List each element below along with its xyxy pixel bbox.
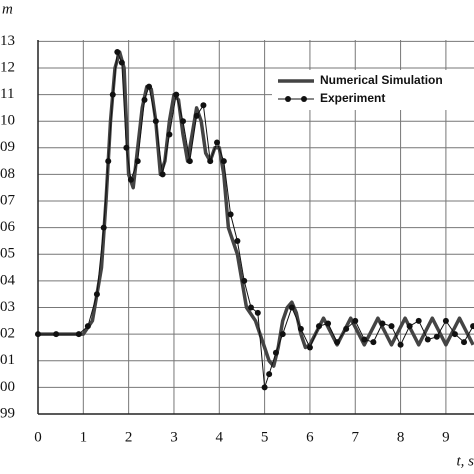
experiment-point <box>141 96 148 103</box>
experiment-point <box>261 384 268 391</box>
experiment-point <box>180 118 187 125</box>
experiment-point <box>214 139 221 146</box>
legend-label: Numerical Simulation <box>320 73 443 87</box>
y-tick-label: 00 <box>0 379 15 395</box>
experiment-point <box>220 158 227 165</box>
experiment-point <box>388 323 395 330</box>
experiment-point <box>227 211 234 218</box>
y-tick-label: 12 <box>0 59 15 75</box>
y-tick-label: 11 <box>0 86 14 102</box>
experiment-point <box>406 323 413 330</box>
y-tick-label: 03 <box>0 299 15 315</box>
y-tick-label: 04 <box>0 272 16 288</box>
y-tick-label: 99 <box>0 405 15 421</box>
y-axis-label: m <box>2 1 13 17</box>
experiment-point <box>35 331 41 338</box>
legend-swatch <box>301 96 307 102</box>
experiment-point <box>272 349 279 356</box>
experiment-point <box>306 344 313 351</box>
experiment-point <box>159 171 166 178</box>
experiment-point <box>123 144 130 151</box>
x-tick-label: 0 <box>34 429 42 445</box>
experiment-point <box>173 91 180 98</box>
experiment-point <box>266 371 273 378</box>
experiment-point <box>433 333 440 340</box>
experiment-point <box>352 317 359 324</box>
experiment-point <box>207 158 214 165</box>
x-axis-label: t, s <box>456 453 474 469</box>
experiment-point <box>288 304 295 311</box>
experiment-point <box>53 331 60 338</box>
y-tick-label: 09 <box>0 139 15 155</box>
experiment-point <box>397 341 404 348</box>
y-tick-label: 06 <box>0 219 16 235</box>
y-tick-label: 01 <box>0 352 15 368</box>
experiment-point <box>370 339 377 346</box>
experiment-point <box>241 277 248 284</box>
experiment-point <box>146 83 153 90</box>
x-tick-label: 1 <box>80 429 88 445</box>
x-tick-label: 9 <box>442 429 450 445</box>
y-tick-label: 07 <box>0 192 16 208</box>
x-tick-label: 7 <box>352 429 360 445</box>
experiment-point <box>234 237 241 244</box>
experiment-point <box>186 158 193 165</box>
x-tick-label: 4 <box>216 429 224 445</box>
y-tick-label: 08 <box>0 166 15 182</box>
experiment-point <box>325 320 332 327</box>
experiment-point <box>279 331 286 338</box>
y-tick-label: 13 <box>0 33 15 49</box>
experiment-point <box>470 323 474 330</box>
experiment-point <box>424 336 431 343</box>
experiment-point <box>442 317 449 324</box>
legend-label: Experiment <box>320 91 385 105</box>
experiment-point <box>297 325 304 332</box>
experiment-point <box>152 118 159 125</box>
experiment-point <box>248 304 255 311</box>
experiment-point <box>93 291 100 298</box>
experiment-point <box>379 320 386 327</box>
x-tick-label: 5 <box>261 429 269 445</box>
experiment-point <box>193 112 200 119</box>
experiment-point <box>254 309 261 316</box>
experiment-point <box>166 131 173 138</box>
x-tick-label: 2 <box>125 429 133 445</box>
experiment-point <box>84 323 91 330</box>
legend-swatch <box>285 96 291 102</box>
y-tick-label: 10 <box>0 113 15 129</box>
experiment-point <box>105 158 112 165</box>
experiment-point <box>343 325 350 332</box>
experiment-point <box>100 224 107 231</box>
x-tick-label: 6 <box>306 429 314 445</box>
experiment-point <box>461 339 468 346</box>
experiment-point <box>200 102 207 109</box>
legend-box <box>272 70 474 110</box>
y-tick-label: 05 <box>0 246 15 262</box>
experiment-point <box>114 48 121 55</box>
experiment-point <box>361 336 368 343</box>
experiment-point <box>451 331 458 338</box>
experiment-point <box>118 59 125 66</box>
experiment-point <box>109 91 116 98</box>
experiment-point <box>334 339 341 346</box>
experiment-point <box>127 176 134 183</box>
experiment-point <box>134 158 141 165</box>
y-tick-label: 02 <box>0 326 15 342</box>
x-tick-label: 8 <box>397 429 405 445</box>
experiment-point <box>75 331 82 338</box>
x-tick-label: 3 <box>170 429 178 445</box>
experiment-point <box>315 323 322 330</box>
experiment-point <box>415 317 422 324</box>
